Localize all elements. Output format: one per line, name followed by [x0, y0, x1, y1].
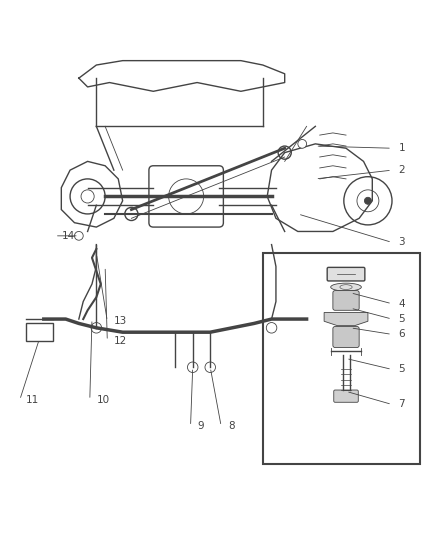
- Bar: [263, 253, 420, 464]
- Text: 12: 12: [114, 336, 127, 346]
- Text: 3: 3: [399, 237, 405, 247]
- Ellipse shape: [331, 283, 361, 291]
- Circle shape: [187, 362, 198, 373]
- FancyBboxPatch shape: [334, 390, 358, 402]
- Text: 11: 11: [26, 395, 39, 405]
- Circle shape: [298, 140, 307, 148]
- Text: 8: 8: [228, 422, 234, 431]
- Text: 4: 4: [399, 298, 405, 309]
- Text: 5: 5: [399, 314, 405, 324]
- Circle shape: [205, 362, 215, 373]
- FancyBboxPatch shape: [333, 327, 359, 348]
- Circle shape: [74, 231, 83, 240]
- Text: 6: 6: [399, 329, 405, 340]
- Text: 5: 5: [399, 365, 405, 374]
- FancyBboxPatch shape: [333, 290, 359, 310]
- Text: 10: 10: [96, 395, 110, 405]
- Text: 2: 2: [399, 165, 405, 175]
- Polygon shape: [324, 312, 368, 326]
- Circle shape: [266, 322, 277, 333]
- Bar: [26, 324, 53, 341]
- Circle shape: [91, 322, 102, 333]
- Text: 1: 1: [399, 143, 405, 154]
- Text: 9: 9: [197, 422, 204, 431]
- Text: 13: 13: [114, 316, 127, 326]
- Text: 14: 14: [61, 231, 74, 241]
- Circle shape: [364, 197, 371, 204]
- Text: 7: 7: [399, 399, 405, 409]
- FancyBboxPatch shape: [327, 268, 365, 281]
